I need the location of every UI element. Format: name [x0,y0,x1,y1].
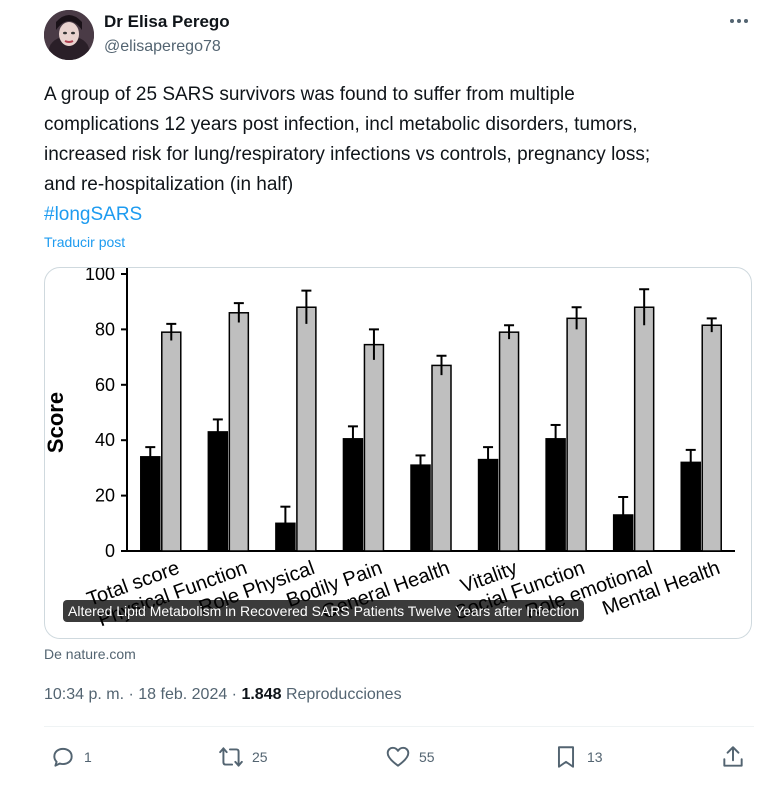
more-horizontal-icon[interactable] [728,10,750,38]
bar [410,464,431,552]
tweet-text: A group of 25 SARS survivors was found t… [44,84,651,195]
reply-button[interactable]: 1 [50,744,92,770]
bookmark-button[interactable]: 13 [553,744,603,770]
reply-count: 1 [84,749,92,765]
repost-icon [219,747,243,767]
post-time[interactable]: 10:34 p. m. [44,686,125,703]
hashtag-link[interactable]: #longSARS [44,204,143,225]
bar [680,461,701,552]
post-date[interactable]: 18 feb. 2024 [138,686,228,703]
bar [342,438,364,552]
post-meta: 10:34 p. m. · 18 feb. 2024 · 1.848 Repro… [44,686,402,703]
reply-icon [53,747,73,767]
y-tick-label: 60 [95,375,115,395]
y-tick-label: 100 [85,268,115,284]
bar [296,306,317,552]
heart-icon [386,746,410,767]
y-tick-label: 20 [95,486,115,506]
bar [545,438,566,552]
bar [566,317,587,552]
bar [161,331,182,552]
bar [363,343,385,552]
card-title[interactable]: Altered Lipid Metabolism in Recovered SA… [63,600,585,622]
like-count: 55 [419,749,435,765]
avatar[interactable] [44,10,94,60]
views-count: 1.848 [241,686,282,703]
views-label: Reproducciones [285,686,402,703]
card-source[interactable]: De nature.com [44,646,136,662]
like-button[interactable]: 55 [385,744,435,770]
y-tick-label: 0 [105,541,115,561]
bookmark-icon [557,746,575,768]
bar [477,458,499,552]
link-card[interactable]: 0 20 40 60 80 100 Score Total score Physical Fun… [44,267,752,639]
bookmark-count: 13 [587,749,603,765]
y-axis-label: Score [45,392,68,453]
y-tick-label: 80 [95,319,115,339]
share-button[interactable] [720,744,746,770]
author-name[interactable]: Dr Elisa Perego [104,12,230,31]
bar [498,331,520,552]
bar [701,324,722,552]
divider [44,726,754,727]
repost-count: 25 [252,749,268,765]
bar [228,312,250,552]
bar [431,364,452,552]
bar [207,431,229,552]
author-handle[interactable]: @elisaperego78 [104,38,221,55]
y-tick-label: 40 [95,430,115,450]
translate-post-link[interactable]: Traducir post [44,234,126,250]
share-icon [723,746,743,767]
bar [140,456,161,552]
bar [633,306,655,552]
repost-button[interactable]: 25 [218,744,268,770]
